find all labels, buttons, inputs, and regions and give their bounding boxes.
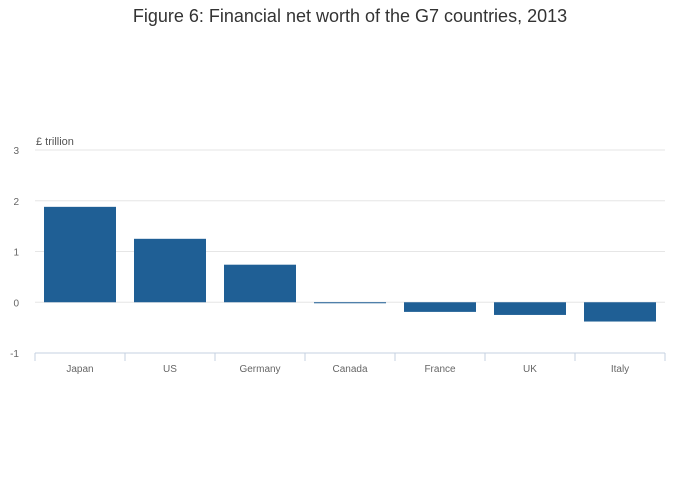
bar-us <box>134 238 206 303</box>
y-tick-label: 1 <box>13 248 19 259</box>
x-tick-label: France <box>424 364 456 375</box>
bar-uk <box>494 302 566 315</box>
x-tick-label: Germany <box>239 364 280 375</box>
y-tick-label: -1 <box>10 349 19 360</box>
bar-canada <box>314 302 386 304</box>
bar-italy <box>584 302 656 322</box>
bar-germany <box>224 264 296 303</box>
x-tick-label: Italy <box>611 364 629 375</box>
x-tick-label: Canada <box>332 364 367 375</box>
chart-title: Figure 6: Financial net worth of the G7 … <box>132 6 568 26</box>
x-tick-label: Japan <box>66 364 93 375</box>
bar-france <box>404 302 476 312</box>
y-tick-label: 3 <box>13 146 19 157</box>
x-tick-label: US <box>163 364 177 375</box>
y-axis-label: £ trillion <box>36 136 74 148</box>
y-tick-label: 2 <box>13 197 19 208</box>
x-tick-label: UK <box>523 364 537 375</box>
y-tick-label: 0 <box>13 298 19 309</box>
bar-japan <box>44 206 116 303</box>
